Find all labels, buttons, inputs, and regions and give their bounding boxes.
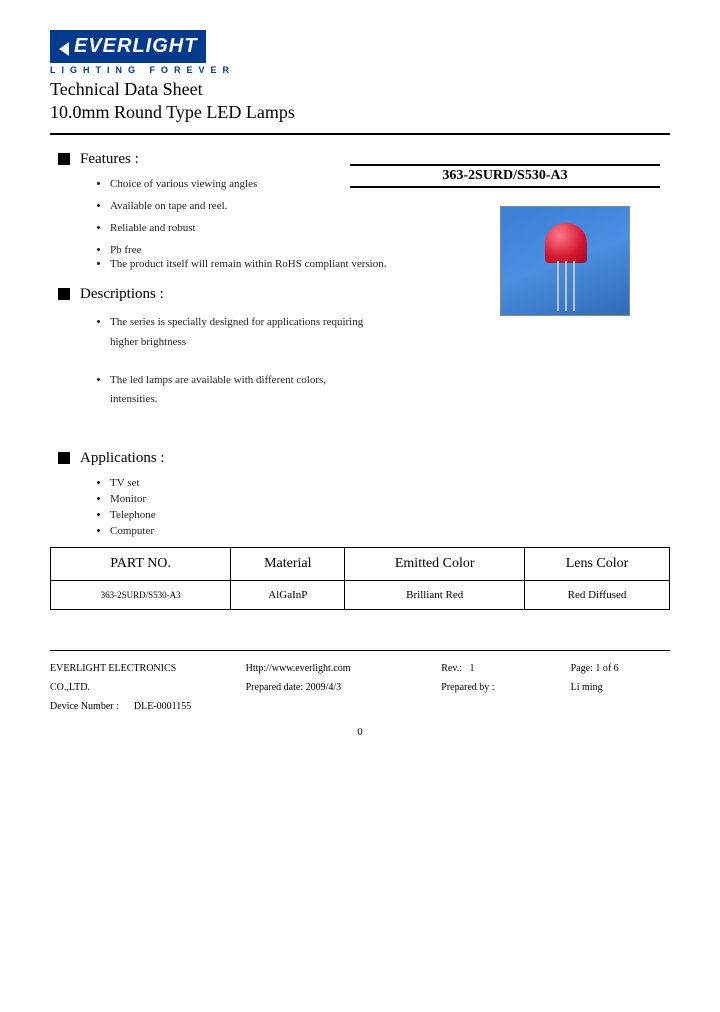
application-item: Monitor	[110, 493, 670, 505]
td-partno: 363-2SURD/S530-A3	[51, 581, 231, 610]
header-rule	[50, 133, 670, 135]
logo-block: EVERLIGHT LIGHTING FOREVER	[50, 30, 670, 75]
th-emitted: Emitted Color	[345, 548, 525, 581]
description-item: The led lamps are available with differe…	[110, 371, 370, 411]
led-body-icon	[545, 223, 587, 263]
doc-title: Technical Data Sheet	[50, 79, 670, 100]
th-partno: PART NO.	[51, 548, 231, 581]
prepared-date: 2009/4/3	[306, 682, 342, 693]
author: Li ming	[571, 678, 670, 697]
footer-col-3: Rev.: 1 Prepared by :	[441, 659, 540, 716]
footer-col-4: Page: 1 of 6 Li ming	[571, 659, 670, 716]
application-item: TV set	[110, 477, 670, 489]
td-lens: Red Diffused	[525, 581, 670, 610]
applications-list: TV set Monitor Telephone Computer	[110, 477, 670, 537]
company-name: EVERLIGHT ELECTRONICS CO.,LTD.	[50, 659, 216, 697]
td-emitted: Brilliant Red	[345, 581, 525, 610]
descriptions-list: The series is specially designed for app…	[110, 313, 670, 410]
th-material: Material	[231, 548, 345, 581]
prepared-by-label: Prepared by :	[441, 678, 540, 697]
logo-box: EVERLIGHT	[50, 30, 206, 63]
rev: 1	[470, 663, 475, 674]
spec-table: PART NO. Material Emitted Color Lens Col…	[50, 547, 670, 610]
prepared-date-label: Prepared date:	[246, 682, 303, 693]
device-label: Device Number :	[50, 701, 119, 712]
description-item: The series is specially designed for app…	[110, 313, 370, 353]
table-header-row: PART NO. Material Emitted Color Lens Col…	[51, 548, 670, 581]
footer-col-1: EVERLIGHT ELECTRONICS CO.,LTD. Device Nu…	[50, 659, 216, 716]
th-lens: Lens Color	[525, 548, 670, 581]
url: Http://www.everlight.com	[246, 659, 412, 678]
td-material: AlGaInP	[231, 581, 345, 610]
page-number: 0	[50, 726, 670, 738]
table-row: 363-2SURD/S530-A3 AlGaInP Brilliant Red …	[51, 581, 670, 610]
section-descriptions-title: Descriptions :	[80, 286, 670, 303]
application-item: Computer	[110, 525, 670, 537]
page-of: 1 of 6	[595, 663, 618, 674]
footer-rule	[50, 650, 670, 651]
footer-col-2: Http://www.everlight.com Prepared date: …	[246, 659, 412, 716]
logo-tagline: LIGHTING FOREVER	[50, 65, 670, 75]
doc-subtitle: 10.0mm Round Type LED Lamps	[50, 102, 670, 123]
section-features-title: Features :	[80, 151, 670, 168]
page-label: Page:	[571, 663, 593, 674]
application-item: Telephone	[110, 509, 670, 521]
footer: EVERLIGHT ELECTRONICS CO.,LTD. Device Nu…	[50, 659, 670, 716]
device-number: DLE-0001155	[134, 701, 191, 712]
section-applications-title: Applications :	[80, 450, 670, 467]
logo-arrow-icon	[59, 42, 69, 56]
logo-text: EVERLIGHT	[74, 35, 197, 57]
rev-label: Rev.:	[441, 663, 462, 674]
